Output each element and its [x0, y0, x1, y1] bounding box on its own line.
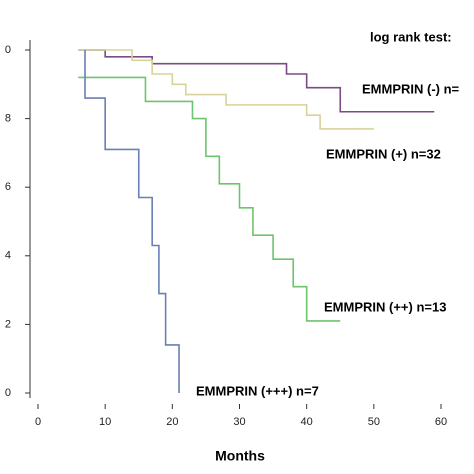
x-tick-label: 60	[435, 416, 447, 428]
survival-curve	[78, 49, 374, 130]
survival-curve	[78, 49, 435, 113]
y-tick-label: 0	[5, 44, 11, 56]
series-label: EMMPRIN (-) n=	[362, 81, 460, 96]
x-tick-label: 20	[166, 416, 178, 428]
x-tick-label: 10	[99, 416, 111, 428]
annotation: log rank test:	[370, 29, 452, 44]
survival-curve	[84, 50, 180, 393]
x-tick-label: 0	[35, 416, 41, 428]
x-tick-label: 40	[301, 416, 313, 428]
y-tick-label: 6	[5, 181, 11, 193]
survival-curve	[78, 76, 341, 322]
y-tick-label: 8	[5, 113, 11, 125]
series-label: EMMPRIN (+) n=32	[326, 146, 441, 161]
series-label: EMMPRIN (++) n=13	[324, 299, 446, 314]
x-tick-label: 50	[368, 416, 380, 428]
x-axis-label: Months	[215, 448, 265, 464]
series-label: EMMPRIN (+++) n=7	[196, 383, 319, 398]
y-tick-label: 0	[5, 387, 11, 399]
y-tick-label: 2	[5, 318, 11, 330]
y-tick-label: 4	[5, 250, 11, 262]
x-tick-label: 30	[233, 416, 245, 428]
